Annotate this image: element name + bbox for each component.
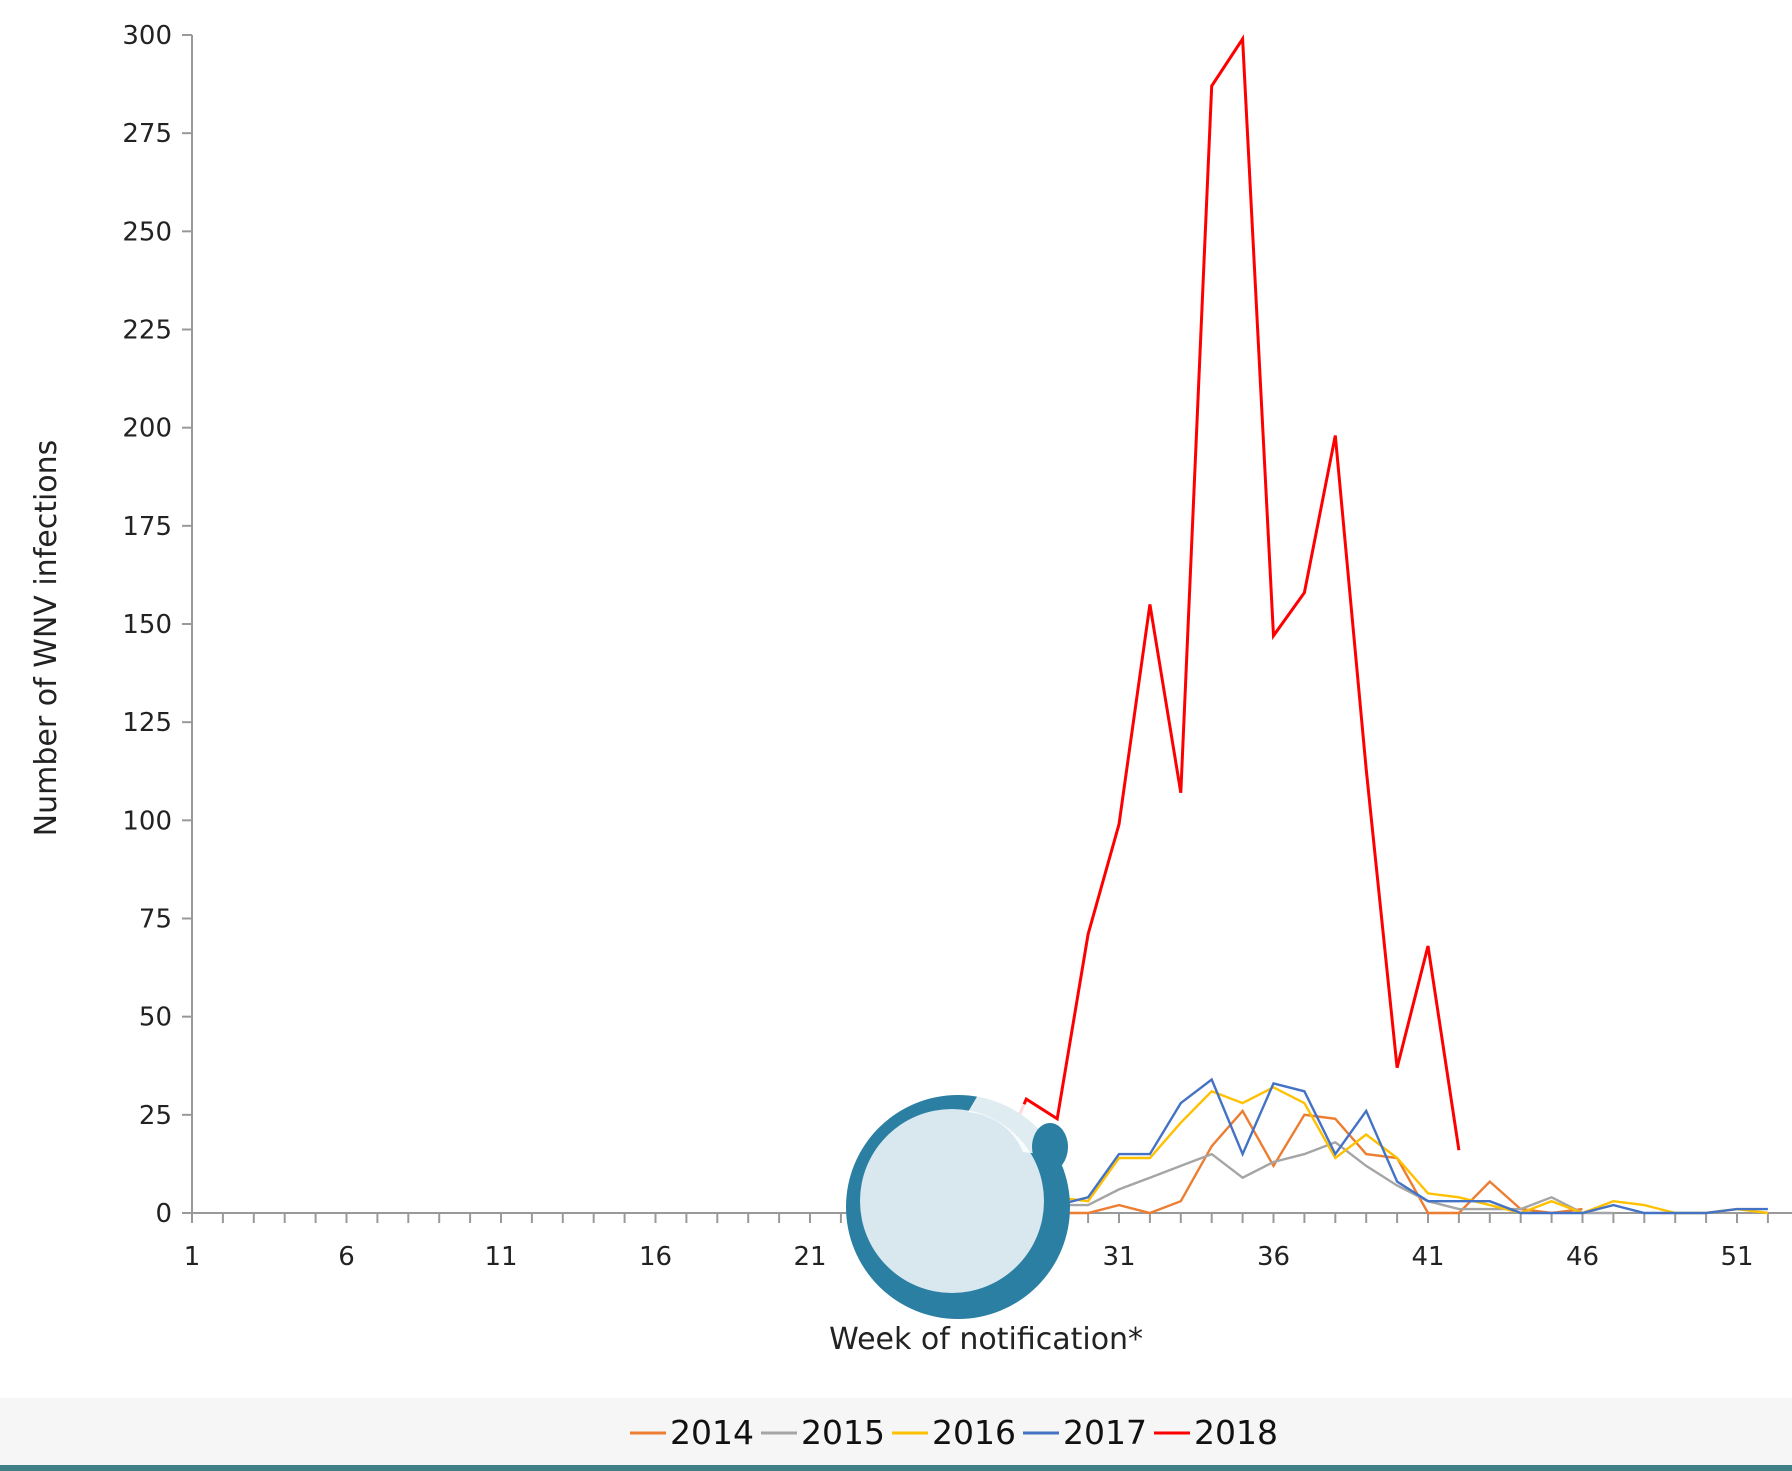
- series-line-2017: [933, 1077, 1768, 1215]
- y-tick-label: 250: [122, 217, 172, 247]
- y-axis-title: Number of WNV infections: [29, 440, 64, 837]
- y-tick-label: 50: [139, 1003, 172, 1033]
- series-line-2015: [1026, 1140, 1614, 1215]
- ring-tail: [1032, 1123, 1068, 1171]
- legend-label-2017: 2017: [1063, 1413, 1147, 1452]
- x-tick-label: 31: [1102, 1242, 1135, 1272]
- y-tick-label: 175: [122, 512, 172, 542]
- y-tick-label: 200: [122, 414, 172, 444]
- y-tick-label: 0: [155, 1199, 172, 1229]
- x-tick-label: 51: [1720, 1242, 1753, 1272]
- loading-ring-icon: [846, 1095, 1070, 1319]
- x-tick-label: 6: [338, 1242, 355, 1272]
- x-tick-label: 16: [639, 1242, 672, 1272]
- x-axis-title: Week of notification*: [829, 1322, 1143, 1357]
- y-tick-label: 25: [139, 1101, 172, 1131]
- x-tick-label: 41: [1411, 1242, 1444, 1272]
- legend-label-2018: 2018: [1194, 1413, 1278, 1452]
- chart-series: [902, 34, 1769, 1215]
- legend-label-2015: 2015: [801, 1413, 885, 1452]
- x-tick-label: 46: [1566, 1242, 1599, 1272]
- x-tick-label: 36: [1257, 1242, 1290, 1272]
- y-tick-label: 275: [122, 119, 172, 149]
- y-tick-label: 150: [122, 610, 172, 640]
- y-tick-label: 125: [122, 708, 172, 738]
- y-tick-label: 300: [122, 21, 172, 51]
- series-line-2014: [1057, 1108, 1583, 1215]
- x-tick-label: 1: [184, 1242, 201, 1272]
- y-tick-label: 75: [139, 905, 172, 935]
- series-line-2018: [902, 34, 1461, 1215]
- y-tick-label: 225: [122, 316, 172, 346]
- legend-label-2014: 2014: [670, 1413, 754, 1452]
- x-tick-label: 11: [484, 1242, 517, 1272]
- y-tick-label: 100: [122, 806, 172, 836]
- chart-legend: 2014 2015 2016 2017 2018: [630, 1413, 1278, 1452]
- x-tick-label: 21: [793, 1242, 826, 1272]
- legend-label-2016: 2016: [932, 1413, 1016, 1452]
- ring-inner: [860, 1109, 1044, 1293]
- bottom-strip: [0, 1465, 1792, 1471]
